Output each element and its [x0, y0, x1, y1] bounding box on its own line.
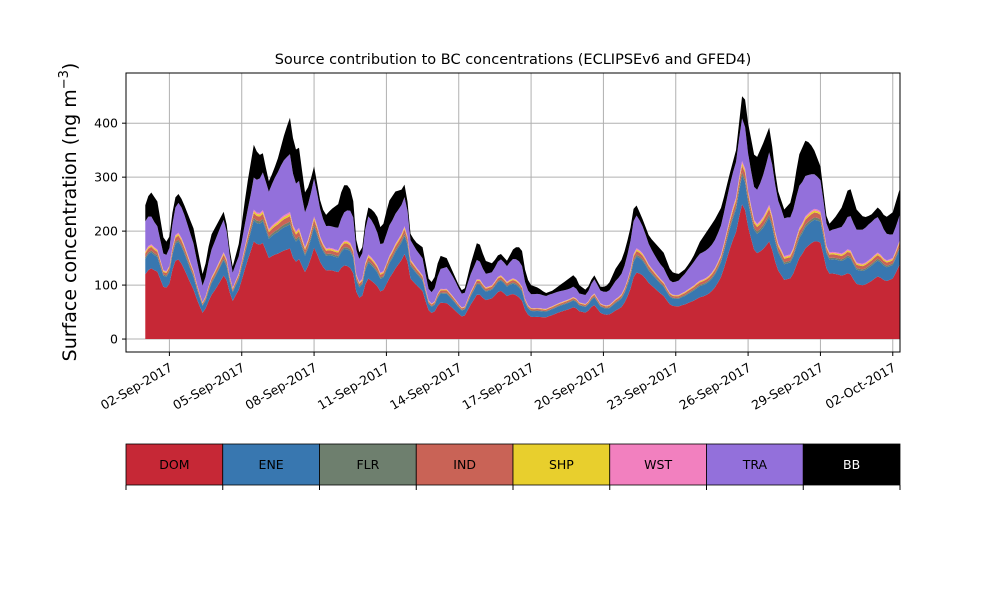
area-ind: [145, 165, 900, 312]
x-tick-label: 23-Sep-2017: [604, 360, 681, 413]
legend-swatch-bb: [802, 443, 901, 486]
y-axis-label-close: ): [59, 63, 81, 70]
x-tick-label: 17-Sep-2017: [460, 360, 537, 413]
legend-label-ind: IND: [453, 457, 476, 472]
chart-title: Source contribution to BC concentrations…: [275, 52, 752, 68]
y-tick-label: 400: [94, 116, 118, 131]
legend-swatch-ind: [415, 443, 514, 486]
plot-frame: [125, 72, 901, 353]
legend-label-flr: FLR: [356, 457, 379, 472]
x-tick-label: 20-Sep-2017: [532, 360, 609, 413]
x-tick-label: 02-Oct-2017: [823, 360, 899, 412]
stacked-areas: [145, 96, 900, 340]
y-tick-label: 200: [94, 224, 118, 239]
legend-label-ene: ENE: [259, 457, 284, 472]
y-axis-label: Surface concentration (ng m−3): [57, 63, 81, 362]
y-tick-label: 0: [110, 332, 118, 347]
legend-swatch-ene: [222, 443, 320, 486]
legend-label-tra: TRA: [742, 457, 768, 472]
x-tick-label: 29-Sep-2017: [749, 360, 826, 413]
legend-label-bb: BB: [843, 457, 860, 472]
x-axis: 02-Sep-201705-Sep-201708-Sep-201711-Sep-…: [98, 352, 898, 413]
x-tick-label: 02-Sep-2017: [98, 360, 175, 413]
y-axis-label-main: Surface concentration (ng m: [59, 89, 81, 361]
x-tick-label: 08-Sep-2017: [243, 360, 320, 413]
area-dom: [145, 204, 900, 340]
area-tra: [145, 118, 900, 309]
x-tick-label: 14-Sep-2017: [387, 360, 464, 413]
area-ene: [145, 175, 900, 318]
y-tick-label: 100: [94, 278, 118, 293]
y-axis-label-sup: −3: [57, 70, 72, 89]
x-tick-label: 26-Sep-2017: [677, 360, 754, 413]
y-axis: 0 100 200 300 400: [94, 116, 126, 347]
legend-swatch-wst: [609, 443, 707, 486]
legend: DOM ENE FLR IND SHP WST TRA BB: [125, 443, 901, 490]
legend-label-wst: WST: [644, 457, 672, 472]
legend-label-shp: SHP: [549, 457, 574, 472]
legend-label-dom: DOM: [159, 457, 189, 472]
x-tick-label: 11-Sep-2017: [315, 360, 392, 413]
y-tick-label: 300: [94, 170, 118, 185]
x-tick-label: 05-Sep-2017: [170, 360, 247, 413]
area-bb: [145, 96, 900, 296]
